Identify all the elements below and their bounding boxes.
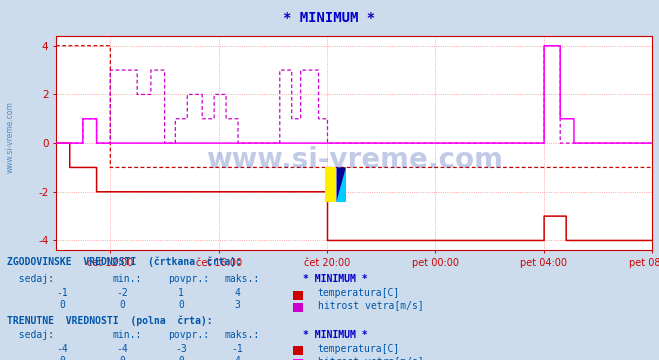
Polygon shape <box>325 167 337 202</box>
Text: povpr.:: povpr.: <box>168 274 209 284</box>
Text: 0: 0 <box>60 300 65 310</box>
Text: min.:: min.: <box>112 274 142 284</box>
Text: maks.:: maks.: <box>224 330 259 340</box>
Text: hitrost vetra[m/s]: hitrost vetra[m/s] <box>318 300 423 310</box>
Polygon shape <box>337 167 346 202</box>
Text: 0: 0 <box>119 356 125 360</box>
Text: min.:: min.: <box>112 330 142 340</box>
Text: www.si-vreme.com: www.si-vreme.com <box>206 146 503 174</box>
Text: -3: -3 <box>175 343 187 354</box>
Text: 3: 3 <box>235 300 240 310</box>
Text: temperatura[C]: temperatura[C] <box>318 343 400 354</box>
Text: 1: 1 <box>179 288 184 298</box>
Text: -1: -1 <box>231 343 243 354</box>
Text: temperatura[C]: temperatura[C] <box>318 288 400 298</box>
Text: * MINIMUM *: * MINIMUM * <box>303 330 368 340</box>
Text: -4: -4 <box>116 343 128 354</box>
Text: sedaj:: sedaj: <box>7 274 53 284</box>
Text: 4: 4 <box>235 288 240 298</box>
Text: sedaj:: sedaj: <box>7 330 53 340</box>
Text: * MINIMUM *: * MINIMUM * <box>303 274 368 284</box>
Text: 0: 0 <box>179 356 184 360</box>
Text: * MINIMUM *: * MINIMUM * <box>283 11 376 25</box>
Text: -2: -2 <box>116 288 128 298</box>
Text: hitrost vetra[m/s]: hitrost vetra[m/s] <box>318 356 423 360</box>
Text: 0: 0 <box>60 356 65 360</box>
Text: www.si-vreme.com: www.si-vreme.com <box>5 101 14 173</box>
Text: -1: -1 <box>57 288 69 298</box>
Text: povpr.:: povpr.: <box>168 330 209 340</box>
Text: 0: 0 <box>179 300 184 310</box>
Text: ZGODOVINSKE  VREDNOSTI  (črtkana  črta):: ZGODOVINSKE VREDNOSTI (črtkana črta): <box>7 257 242 267</box>
Text: -4: -4 <box>57 343 69 354</box>
Text: maks.:: maks.: <box>224 274 259 284</box>
Text: 4: 4 <box>235 356 240 360</box>
Polygon shape <box>337 167 346 202</box>
Text: TRENUTNE  VREDNOSTI  (polna  črta):: TRENUTNE VREDNOSTI (polna črta): <box>7 315 212 326</box>
Text: 0: 0 <box>119 300 125 310</box>
